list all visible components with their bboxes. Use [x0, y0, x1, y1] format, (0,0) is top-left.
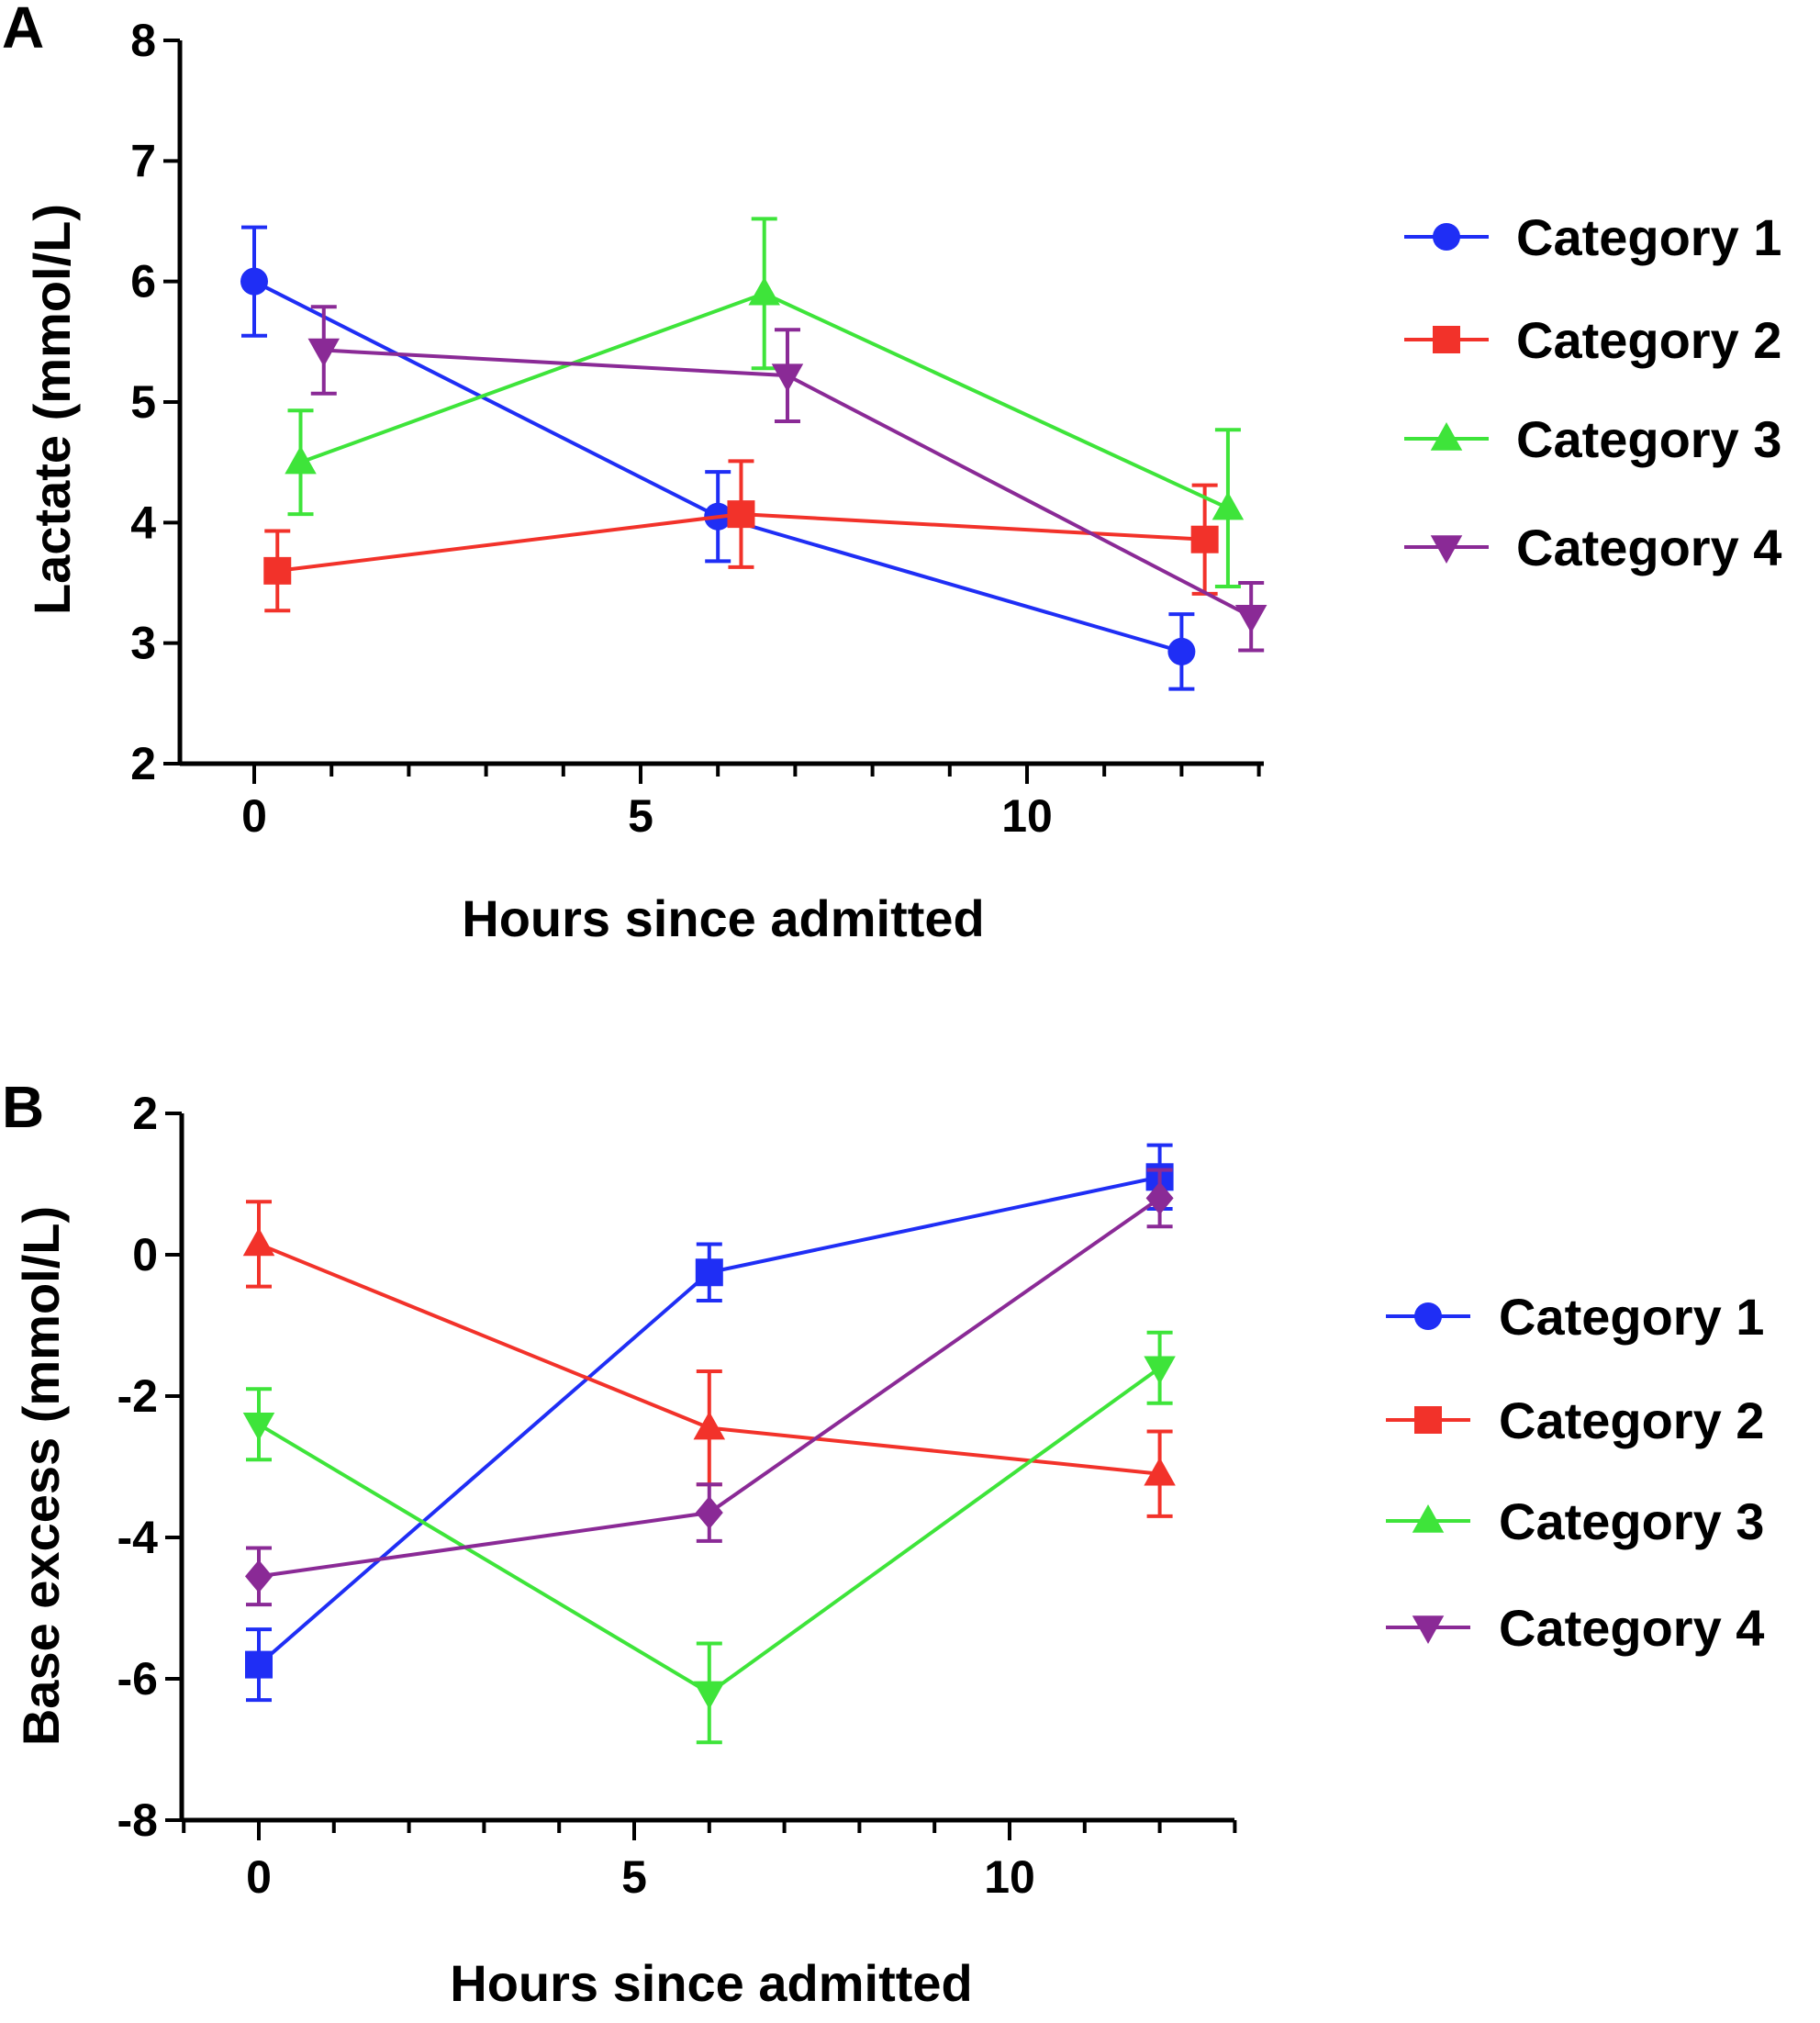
- panel-b-x-tick-label: 10: [984, 1851, 1035, 1903]
- panel-a-y-tick-label: 4: [130, 497, 156, 548]
- panel-b-legend: Category 1 Category 2 Category 3 Category 4: [1386, 1288, 1764, 1657]
- panel-a-x-tick-label: 10: [1001, 790, 1053, 842]
- panel-a-legend-marker: [1433, 223, 1460, 251]
- panel-a-y-tick-label: 8: [130, 15, 156, 66]
- panel-b-x-axis-title: Hours since admitted: [450, 1954, 972, 2012]
- panel-a-legend-label: Category 3: [1516, 410, 1781, 468]
- panel-b-legend-marker: [1412, 1615, 1445, 1644]
- panel-a-y-tick-label: 2: [130, 738, 156, 789]
- panel-b-y-tick-label: 0: [132, 1229, 158, 1280]
- panel-b-x-tick-label: 0: [246, 1851, 272, 1903]
- panel-a-series: [240, 217, 1267, 691]
- panel-a-legend-item-4: Category 4: [1404, 519, 1781, 576]
- panel-b-legend-label: Category 3: [1499, 1492, 1764, 1550]
- panel-a-y-tick-label: 7: [130, 135, 156, 186]
- panel-a-data-point: [748, 276, 780, 306]
- panel-b-y-tick-label: -4: [117, 1512, 159, 1563]
- panel-a-data-point: [727, 500, 755, 529]
- panel-b-data-point: [695, 1496, 723, 1530]
- panel-a-data-point: [1211, 491, 1245, 520]
- panel-b-legend-label: Category 1: [1499, 1288, 1764, 1346]
- panel-b-data-point: [693, 1681, 726, 1710]
- panel-b-data-point: [245, 1559, 273, 1593]
- panel-b-y-axis-title: Base excess (mmol/L): [12, 1206, 70, 1746]
- panel-a-data-point: [240, 267, 268, 296]
- panel-b: B 2 0 -2 -4 -6 -8 0 5 10 Hours since admitted Ba…: [2, 1074, 1764, 2012]
- panel-letter-a: A: [2, 0, 44, 61]
- panel-a-y-tick-label: 6: [130, 256, 156, 307]
- panel-b-data-point: [245, 1650, 273, 1679]
- panel-b-data-point: [242, 1227, 275, 1257]
- panel-a-legend-label: Category 4: [1516, 519, 1781, 576]
- panel-a-x-axis-title: Hours since admitted: [462, 889, 984, 947]
- panel-a-legend-marker: [1430, 422, 1463, 451]
- panel-b-y-tick-label: 2: [132, 1088, 158, 1139]
- panel-a-x-tick-label: 0: [241, 790, 267, 842]
- panel-a-legend-item-3: Category 3: [1404, 410, 1781, 468]
- panel-a-legend: Category 1 Category 2 Category 3 Category 4: [1404, 208, 1781, 576]
- panel-b-legend-marker: [1414, 1406, 1442, 1434]
- panel-a-legend-item-2: Category 2: [1404, 311, 1781, 369]
- panel-a-legend-marker: [1433, 326, 1460, 353]
- panel-b-legend-marker: [1412, 1504, 1445, 1533]
- panel-a-y-tick-label: 3: [130, 618, 156, 669]
- panel-a-axes: 2 3 4 5 6 7 8 0 5 10: [130, 15, 1264, 842]
- panel-a-series-3: [285, 217, 1245, 588]
- panel-b-x-tick-label: 5: [621, 1851, 647, 1903]
- panel-a-y-tick-label: 5: [130, 376, 156, 428]
- panel-a-series-1: [240, 225, 1196, 691]
- panel-a-series-2: [263, 459, 1219, 613]
- panel-a-x-tick-label: 5: [628, 790, 653, 842]
- panel-b-axes: 2 0 -2 -4 -6 -8 0 5 10: [117, 1088, 1237, 1903]
- panel-a-data-point: [263, 556, 292, 585]
- panel-a-legend-item-1: Category 1: [1404, 208, 1781, 266]
- panel-a-data-point: [771, 363, 804, 393]
- panel-b-series-4: [245, 1168, 1174, 1607]
- panel-b-legend-item-3: Category 3: [1386, 1492, 1764, 1550]
- panel-a-data-point: [1167, 637, 1196, 665]
- panel-b-y-tick-label: -6: [117, 1653, 158, 1704]
- panel-b-legend-marker: [1414, 1302, 1442, 1330]
- panel-a-y-axis-title: Lactate (mmol/L): [23, 204, 81, 615]
- panel-a-data-point: [307, 338, 341, 367]
- panel-b-data-point: [242, 1413, 275, 1441]
- panel-a-data-point: [1234, 605, 1267, 633]
- panel-b-series: [242, 1143, 1176, 1745]
- panel-a-legend-label: Category 1: [1516, 208, 1781, 266]
- panel-a-legend-label: Category 2: [1516, 311, 1781, 369]
- panel-a-legend-marker: [1430, 535, 1463, 564]
- panel-a: A 2 3 4 5 6 7 8 0 5 10 Hours since admitted Lacta…: [2, 0, 1781, 947]
- panel-b-y-tick-label: -2: [117, 1370, 158, 1422]
- panel-b-series-3: [242, 1330, 1176, 1745]
- panel-b-data-point: [695, 1258, 723, 1287]
- panel-b-y-tick-label: -8: [117, 1794, 158, 1846]
- panel-a-series-4: [307, 305, 1267, 653]
- panel-a-series-line: [253, 279, 1182, 654]
- panel-letter-b: B: [2, 1074, 44, 1140]
- panel-b-data-point: [1145, 1181, 1174, 1215]
- panel-b-legend-item-1: Category 1: [1386, 1288, 1764, 1346]
- panel-a-data-point: [1190, 525, 1219, 553]
- panel-b-data-point: [1144, 1457, 1176, 1486]
- panel-b-legend-item-4: Category 4: [1386, 1599, 1764, 1657]
- panel-b-data-point: [1144, 1356, 1176, 1385]
- panel-b-series-2: [242, 1200, 1176, 1518]
- panel-b-data-point: [693, 1411, 726, 1440]
- panel-b-legend-item-2: Category 2: [1386, 1392, 1764, 1449]
- panel-a-data-point: [285, 445, 317, 475]
- panel-b-legend-label: Category 2: [1499, 1392, 1764, 1449]
- panel-b-legend-label: Category 4: [1499, 1599, 1764, 1657]
